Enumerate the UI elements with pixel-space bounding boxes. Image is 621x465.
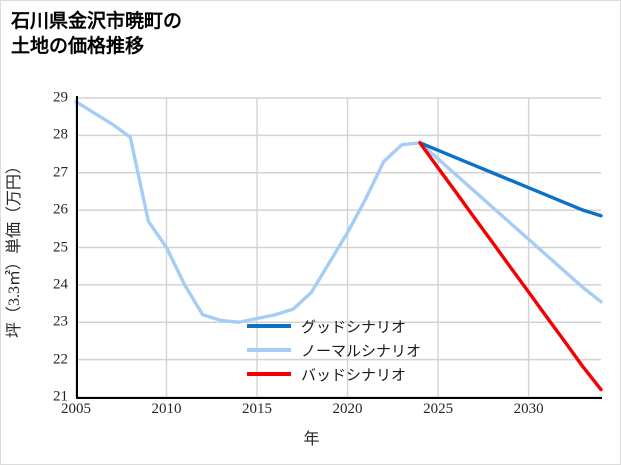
y-tick-label: 29: [53, 89, 68, 106]
x-tick-label: 2015: [242, 401, 273, 417]
legend-item[interactable]: ノーマルシナリオ: [247, 338, 447, 362]
chart-title: 石川県金沢市暁町の 土地の価格推移: [11, 10, 183, 57]
y-tick-label: 24: [53, 276, 68, 293]
legend-label: バッドシナリオ: [301, 367, 407, 384]
legend-label: グッドシナリオ: [301, 319, 407, 336]
legend-color-swatch: [247, 348, 291, 352]
legend-label: ノーマルシナリオ: [301, 343, 422, 360]
x-tick-label: 2020: [332, 401, 363, 417]
y-tick-label: 26: [53, 201, 68, 218]
y-tick-label: 28: [53, 126, 68, 143]
y-axis-line: [76, 96, 78, 399]
y-axis-label-wrap: 坪（3.3㎡）単価（万円）: [1, 98, 25, 397]
x-axis-label: 年: [303, 431, 320, 448]
chart-legend: グッドシナリオ ノーマルシナリオ バッドシナリオ: [247, 314, 447, 386]
legend-item[interactable]: グッドシナリオ: [247, 314, 447, 338]
y-axis-label: 坪（3.3㎡）単価（万円）: [6, 157, 23, 338]
y-tick-label: 22: [53, 351, 68, 368]
y-tick-label: 25: [53, 239, 68, 255]
legend-color-swatch: [247, 324, 291, 328]
x-tick-label: 2030: [513, 401, 544, 417]
series-line: [74, 100, 603, 324]
x-tick-label: 2005: [61, 401, 91, 417]
x-axis-line: [76, 397, 602, 399]
legend-item[interactable]: バッドシナリオ: [247, 362, 447, 386]
x-tick-label: 2010: [151, 401, 182, 417]
y-tick-label: 27: [53, 164, 68, 181]
legend-color-swatch: [247, 372, 291, 376]
series-line: [418, 141, 603, 392]
y-tick-label: 21: [53, 388, 68, 405]
series-lines: [74, 100, 603, 392]
y-tick-label: 23: [53, 313, 68, 330]
x-tick-label: 2025: [423, 401, 454, 417]
series-line: [418, 141, 603, 218]
